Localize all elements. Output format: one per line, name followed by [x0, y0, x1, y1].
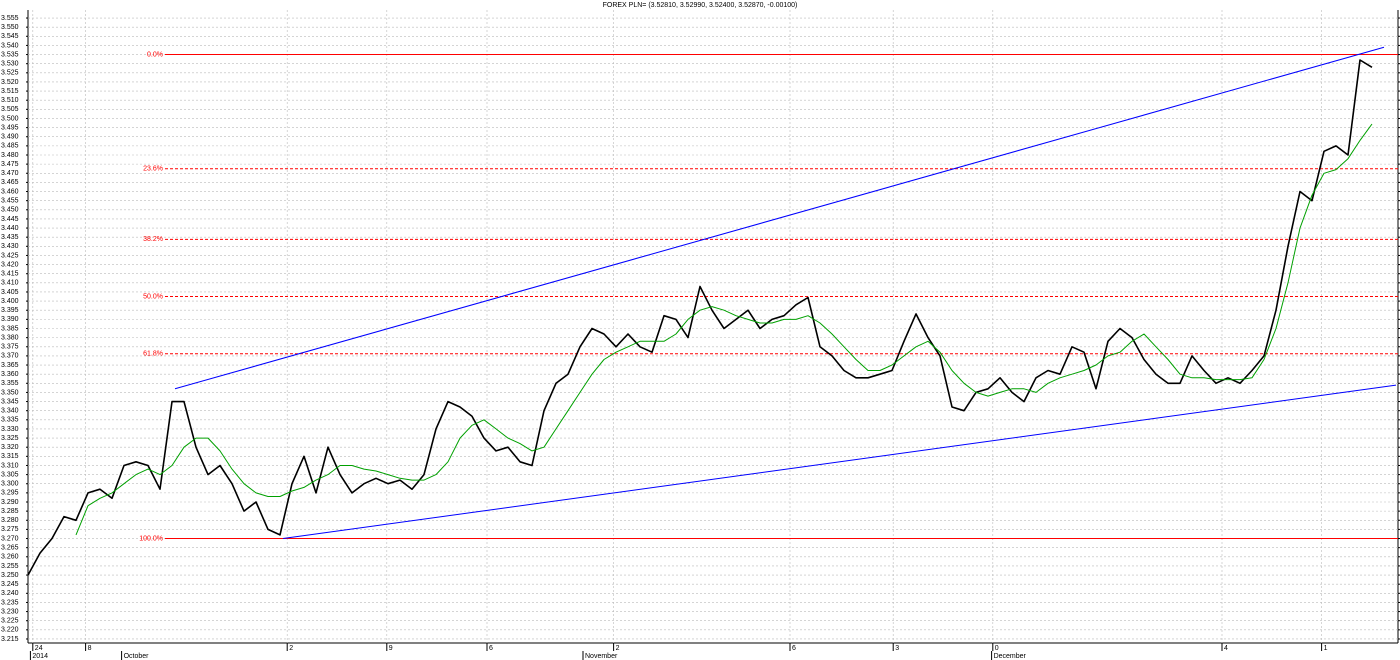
y-tick-label: 3.355	[1, 380, 19, 387]
y-tick-label: 3.335	[1, 417, 19, 424]
y-tick-label: 3.285	[1, 508, 19, 515]
y-tick-label: 3.465	[1, 179, 19, 186]
trend-line	[282, 384, 1397, 540]
x-tick-label: 24	[35, 645, 43, 652]
x-tick-label: 0	[995, 645, 999, 652]
y-tick-label: 3.290	[1, 499, 19, 506]
y-tick-label: 3.490	[1, 134, 19, 141]
y-tick-label: 3.445	[1, 216, 19, 223]
y-tick-label: 3.430	[1, 243, 19, 250]
y-tick-label: 3.255	[1, 563, 19, 570]
x-tick-label: 9	[389, 645, 393, 652]
y-tick-label: 3.525	[1, 70, 19, 77]
trend-line	[174, 46, 1385, 390]
y-tick-label: 3.240	[1, 590, 19, 597]
y-tick-label: 3.400	[1, 298, 19, 305]
y-tick-label: 3.545	[1, 33, 19, 40]
y-tick-label: 3.265	[1, 545, 19, 552]
y-tick-label: 3.250	[1, 572, 19, 579]
y-tick-label: 3.405	[1, 289, 19, 296]
fib-label: 38.2%	[143, 236, 163, 243]
fib-label: 0.0%	[147, 51, 163, 58]
y-tick-label: 3.360	[1, 371, 19, 378]
x-tick-label: 2	[289, 645, 293, 652]
x-tick-label: 3	[895, 645, 899, 652]
y-tick-label: 3.505	[1, 106, 19, 113]
y-tick-label: 3.540	[1, 42, 19, 49]
y-tick-label: 3.235	[1, 599, 19, 606]
y-tick-label: 3.515	[1, 88, 19, 95]
y-tick-label: 3.380	[1, 334, 19, 341]
y-tick-label: 3.510	[1, 97, 19, 104]
y-tick-label: 3.330	[1, 426, 19, 433]
y-tick-label: 3.550	[1, 24, 19, 31]
y-tick-label: 3.230	[1, 608, 19, 615]
y-tick-label: 3.395	[1, 307, 19, 314]
x-tick-label: 2	[616, 645, 620, 652]
month-label: October	[124, 653, 150, 660]
y-tick-label: 3.320	[1, 444, 19, 451]
y-tick-label: 3.315	[1, 453, 19, 460]
x-tick-label: 4	[1224, 645, 1228, 652]
y-tick-label: 3.460	[1, 188, 19, 195]
y-tick-label: 3.295	[1, 490, 19, 497]
price-line	[27, 59, 1373, 576]
y-tick-label: 3.480	[1, 152, 19, 159]
y-tick-label: 3.425	[1, 252, 19, 259]
y-tick-label: 3.345	[1, 398, 19, 405]
y-tick-label: 3.435	[1, 234, 19, 241]
x-tick-label: 8	[88, 645, 92, 652]
x-tick-label: 1	[1324, 645, 1328, 652]
month-label: 2014	[32, 653, 48, 660]
y-tick-label: 3.310	[1, 462, 19, 469]
x-tick-label: 6	[792, 645, 796, 652]
fib-label: 61.8%	[143, 351, 163, 358]
y-tick-label: 3.275	[1, 526, 19, 533]
y-tick-label: 3.270	[1, 535, 19, 542]
y-tick-label: 3.280	[1, 517, 19, 524]
y-tick-label: 3.485	[1, 143, 19, 150]
y-tick-label: 3.535	[1, 51, 19, 58]
y-tick-label: 3.450	[1, 207, 19, 214]
month-label: December	[994, 653, 1027, 660]
y-tick-label: 3.520	[1, 79, 19, 86]
y-tick-label: 3.555	[1, 15, 19, 22]
y-tick-label: 3.350	[1, 389, 19, 396]
y-tick-label: 3.260	[1, 554, 19, 561]
fib-label: 50.0%	[143, 293, 163, 300]
x-tick-label: 6	[489, 645, 493, 652]
y-tick-label: 3.500	[1, 115, 19, 122]
chart-title: FOREX PLN= (3.52810, 3.52990, 3.52400, 3…	[603, 2, 798, 9]
y-tick-label: 3.410	[1, 280, 19, 287]
y-tick-label: 3.305	[1, 471, 19, 478]
month-label: November	[585, 653, 618, 660]
y-tick-label: 3.420	[1, 261, 19, 268]
fib-label: 100.0%	[139, 535, 163, 542]
y-tick-label: 3.340	[1, 408, 19, 415]
y-tick-label: 3.365	[1, 362, 19, 369]
y-tick-label: 3.440	[1, 225, 19, 232]
y-tick-label: 3.325	[1, 435, 19, 442]
y-tick-label: 3.390	[1, 316, 19, 323]
y-tick-label: 3.245	[1, 581, 19, 588]
y-tick-label: 3.225	[1, 618, 19, 625]
y-tick-label: 3.470	[1, 170, 19, 177]
price-line	[75, 123, 1373, 536]
y-tick-label: 3.475	[1, 161, 19, 168]
y-tick-label: 3.300	[1, 481, 19, 488]
y-tick-label: 3.495	[1, 124, 19, 131]
y-tick-label: 3.385	[1, 325, 19, 332]
y-tick-label: 3.530	[1, 61, 19, 68]
fib-label: 23.6%	[143, 166, 163, 173]
y-tick-label: 3.415	[1, 271, 19, 278]
y-tick-label: 3.215	[1, 636, 19, 643]
y-tick-label: 3.370	[1, 353, 19, 360]
y-tick-label: 3.220	[1, 627, 19, 634]
y-tick-label: 3.455	[1, 198, 19, 205]
y-tick-label: 3.375	[1, 344, 19, 351]
